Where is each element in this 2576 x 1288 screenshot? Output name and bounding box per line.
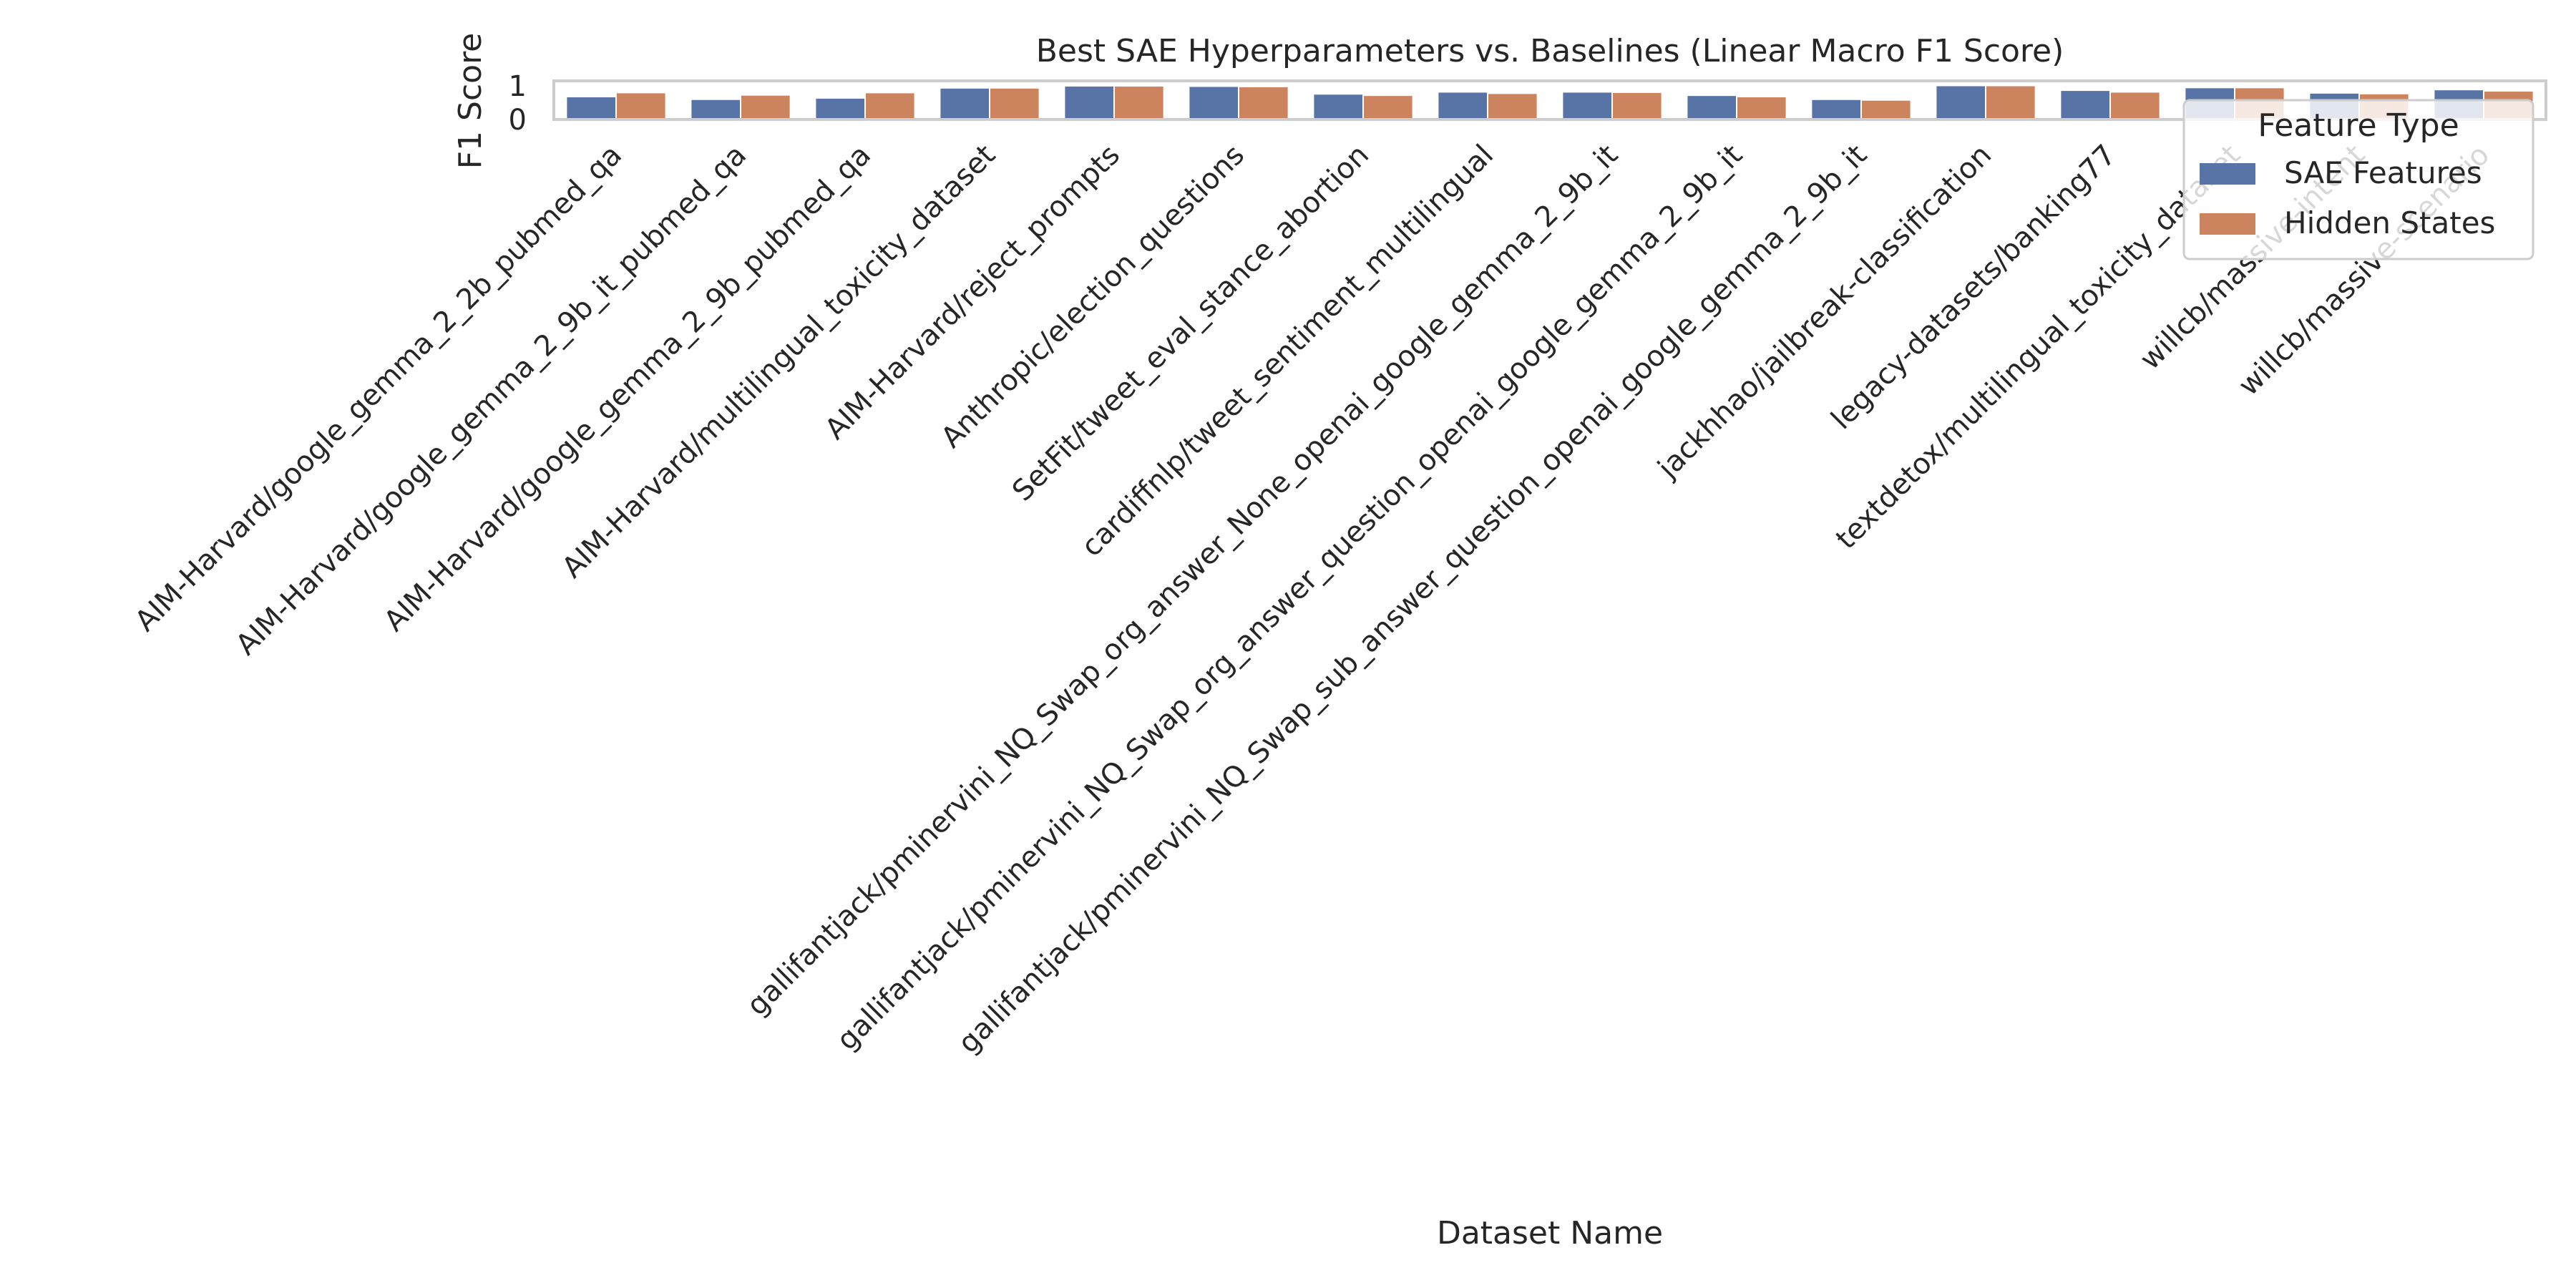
bar-sae-features-5 — [1189, 87, 1238, 119]
bar-hidden-states-1 — [741, 95, 790, 119]
bar-sae-features-1 — [691, 99, 740, 119]
bar-sae-features-10 — [1812, 99, 1860, 119]
chart-title: Best SAE Hyperparameters vs. Baselines (… — [1036, 33, 2064, 69]
bar-hidden-states-0 — [617, 93, 665, 119]
x-tick-label: AIM-Harvard/google_gemma_2_9b_it_pubmed_… — [230, 139, 753, 662]
legend: Feature Type SAE Features Hidden States — [2182, 99, 2534, 260]
legend-label: Hidden States — [2284, 205, 2495, 240]
bar-sae-features-4 — [1065, 86, 1113, 119]
plot-area — [552, 79, 2547, 121]
legend-swatch — [2200, 213, 2255, 235]
bar-sae-features-0 — [567, 97, 615, 119]
bar-hidden-states-12 — [2111, 92, 2160, 119]
bar-sae-features-9 — [1687, 96, 1736, 119]
bar-hidden-states-7 — [1488, 94, 1537, 119]
bar-sae-features-3 — [940, 88, 989, 119]
bar-sae-features-12 — [2061, 91, 2109, 119]
bar-hidden-states-5 — [1239, 87, 1288, 119]
bar-hidden-states-10 — [1862, 100, 1911, 119]
bar-sae-features-7 — [1438, 92, 1487, 119]
bar-hidden-states-9 — [1737, 97, 1786, 119]
x-tick-label: AIM-Harvard/google_gemma_2_2b_pubmed_qa — [129, 139, 628, 638]
y-axis-label: F1 Score — [452, 33, 489, 170]
legend-label: SAE Features — [2284, 155, 2482, 190]
y-axis: 01 — [509, 70, 527, 137]
x-axis: AIM-Harvard/google_gemma_2_2b_pubmed_qaA… — [129, 139, 2496, 1060]
legend-swatch — [2200, 163, 2255, 185]
legend-title: Feature Type — [2258, 107, 2459, 144]
bar-hidden-states-2 — [866, 93, 914, 119]
bar-hidden-states-3 — [990, 88, 1039, 119]
plot-frame — [552, 79, 2547, 121]
legend-box — [2182, 99, 2534, 260]
x-tick-label: AIM-Harvard/google_gemma_2_9b_pubmed_qa — [378, 139, 877, 638]
bar-hidden-states-8 — [1613, 92, 1662, 119]
bar-hidden-states-6 — [1364, 96, 1413, 119]
bar-sae-features-2 — [816, 98, 864, 119]
x-tick-label: AIM-Harvard/multilingual_toxicity_datase… — [556, 139, 1002, 585]
y-tick-label: 0 — [509, 104, 527, 137]
y-tick-label: 1 — [509, 70, 527, 103]
x-axis-label: Dataset Name — [1437, 1215, 1663, 1252]
bar-sae-features-11 — [1936, 86, 1985, 119]
bar-sae-features-6 — [1314, 94, 1362, 119]
bar-hidden-states-4 — [1115, 86, 1163, 119]
bar-hidden-states-11 — [1986, 86, 2035, 119]
bar-sae-features-8 — [1563, 92, 1611, 119]
